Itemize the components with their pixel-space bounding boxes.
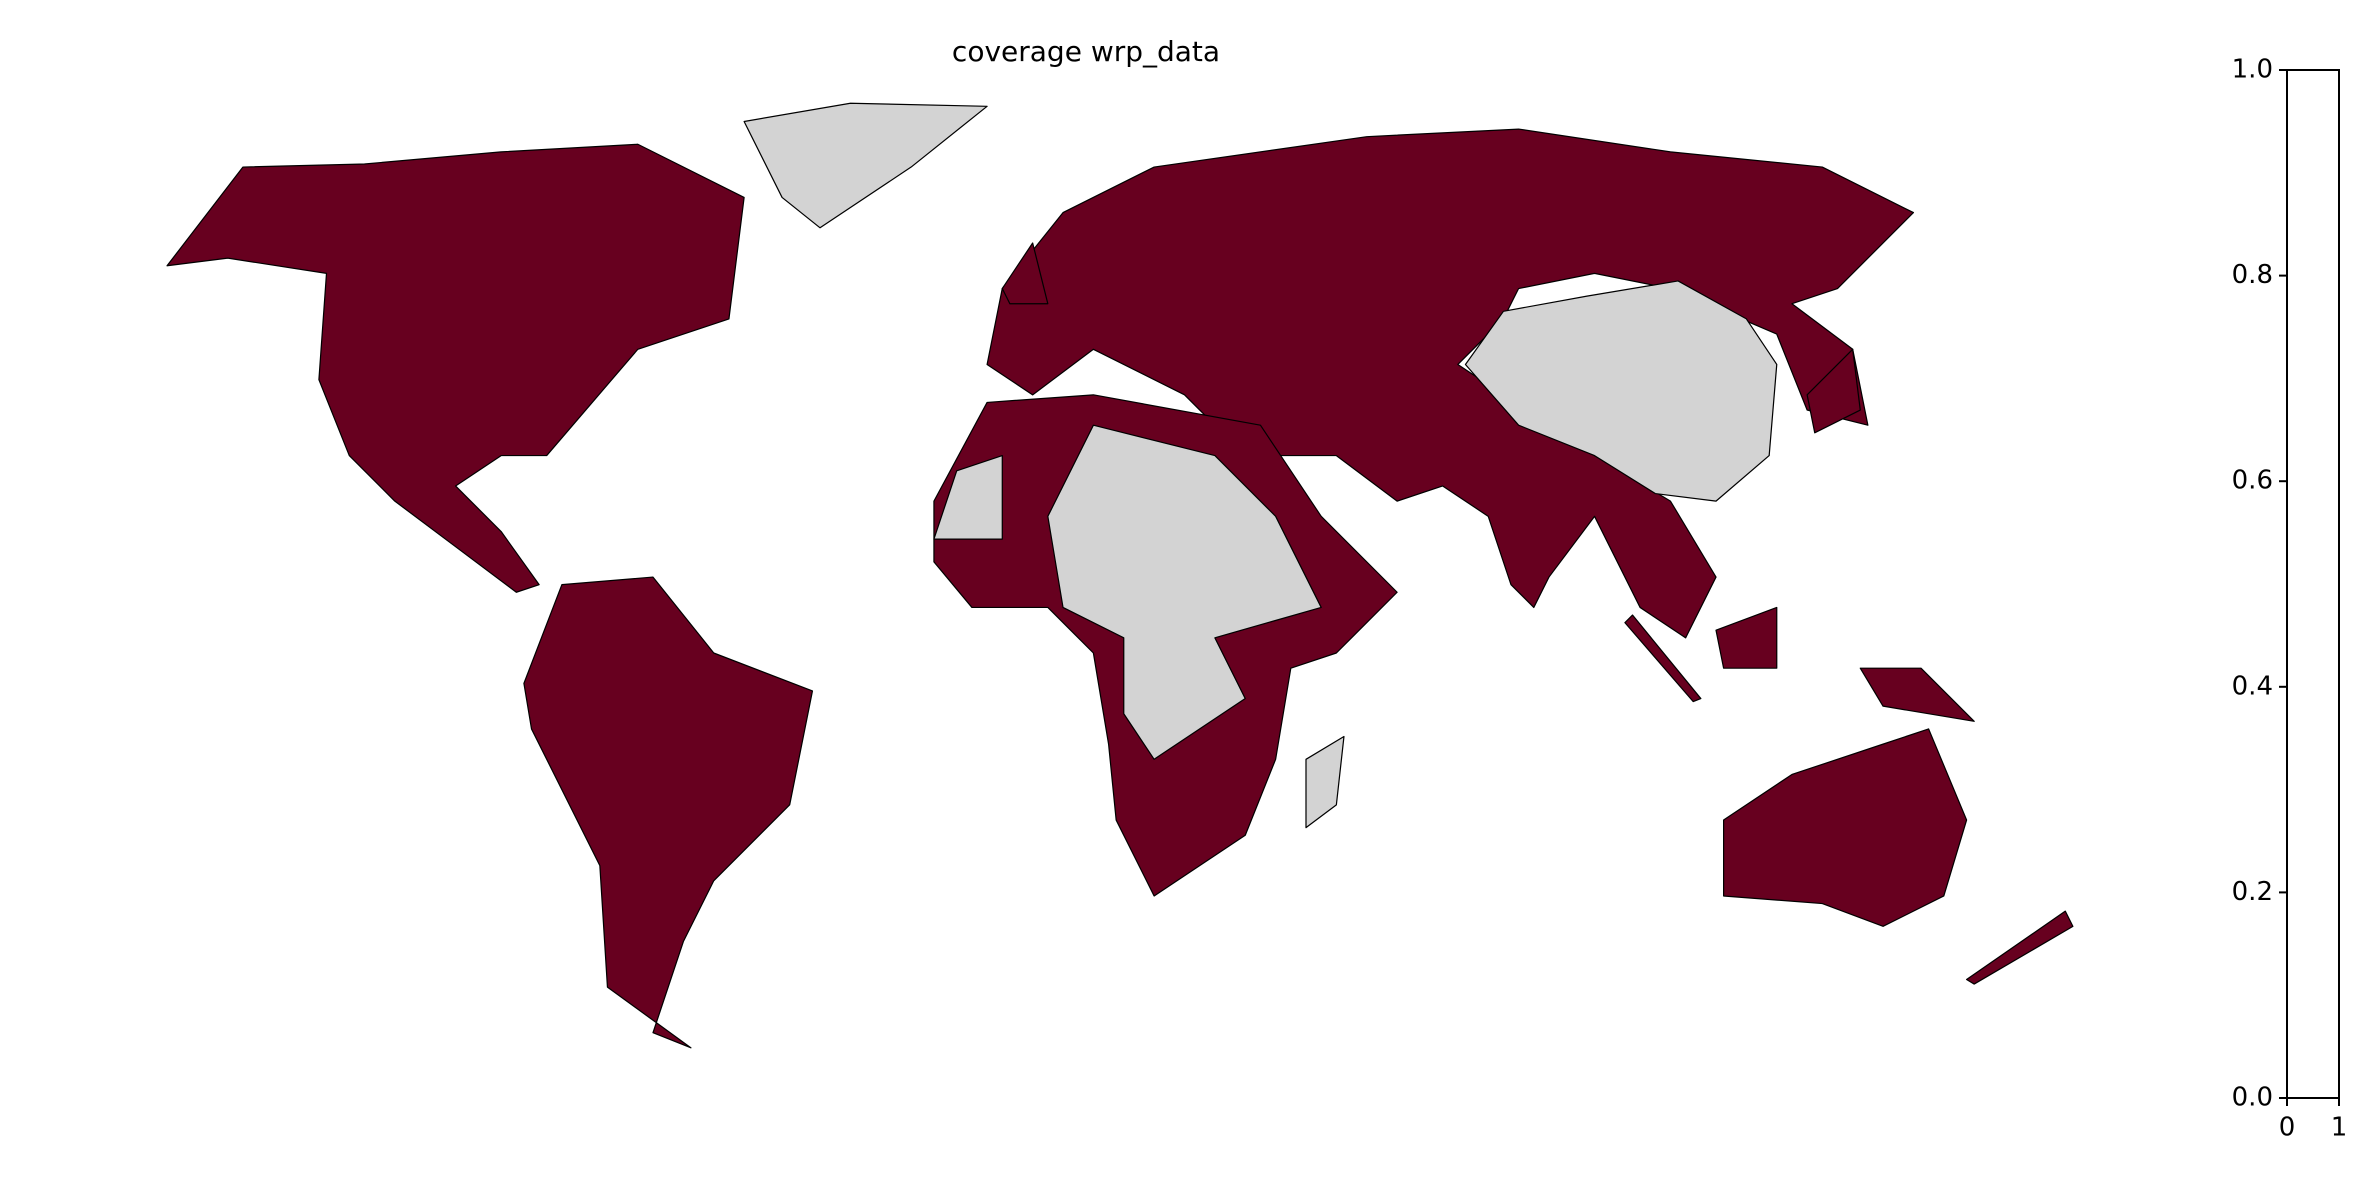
sumatra: [1624, 614, 1702, 703]
mauritania: [933, 454, 1003, 540]
y-tick-label: 0.0: [2232, 1083, 2273, 1113]
world-map: [166, 102, 2074, 1049]
japan: [1806, 348, 1861, 434]
y-tick-label: 0.2: [2232, 877, 2273, 907]
y-tick-label: 0.6: [2232, 466, 2273, 496]
map-title: coverage wrp_data: [952, 35, 1220, 68]
eurasia: [986, 128, 1915, 639]
x-tick-label: 0: [2279, 1113, 2296, 1143]
x-tick-label: 1: [2331, 1113, 2348, 1143]
new-zealand: [1965, 910, 2074, 985]
britain: [1001, 242, 1049, 305]
madagascar: [1305, 735, 1345, 829]
australia: [1723, 728, 1968, 927]
central-africa: [1047, 424, 1322, 760]
north-america: [166, 143, 745, 593]
y-tick-label: 0.8: [2232, 260, 2273, 290]
colorbar-frame: [2286, 69, 2340, 1099]
south-america: [523, 576, 814, 1049]
y-tick-label: 1.0: [2232, 55, 2273, 85]
greenland: [743, 102, 988, 229]
china: [1464, 280, 1778, 502]
colorbar-axis: 0.0 0.2 0.4 0.6 0.8 1.0 0 1: [2232, 55, 2348, 1143]
new-guinea: [1859, 667, 1975, 722]
borneo: [1715, 606, 1778, 669]
y-tick-label: 0.4: [2232, 671, 2273, 701]
